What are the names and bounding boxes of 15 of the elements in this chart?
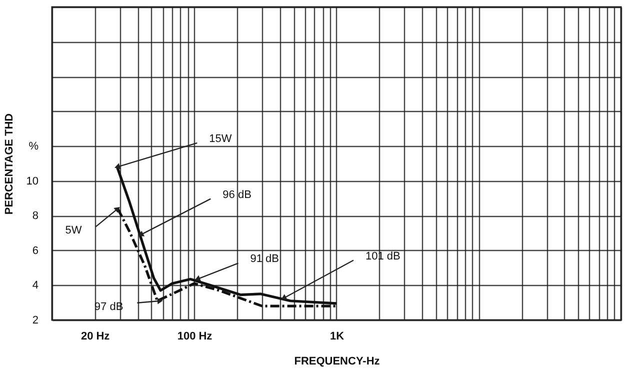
y-tick-label: 2	[32, 314, 38, 326]
y-tick-label: 10	[26, 175, 38, 188]
text: 5W	[65, 224, 82, 237]
x-tick-label: 20 Hz	[80, 330, 110, 342]
x-axis-title: FREQUENCY-Hz	[294, 356, 380, 368]
y-tick-label: 4	[32, 280, 38, 292]
y-tick-label: %	[28, 140, 39, 153]
y-tick-label: 6	[32, 244, 38, 257]
annotation: 96 dB	[222, 188, 252, 201]
x-tick-label: 1K	[330, 330, 344, 342]
y-tick-label: 8	[32, 210, 38, 222]
y-axis-title: PERCENTAGE THD	[3, 113, 16, 215]
text: 15W	[209, 132, 232, 145]
annotation: 91 dB	[250, 253, 280, 266]
x-tick-label: 100 Hz	[177, 330, 213, 342]
